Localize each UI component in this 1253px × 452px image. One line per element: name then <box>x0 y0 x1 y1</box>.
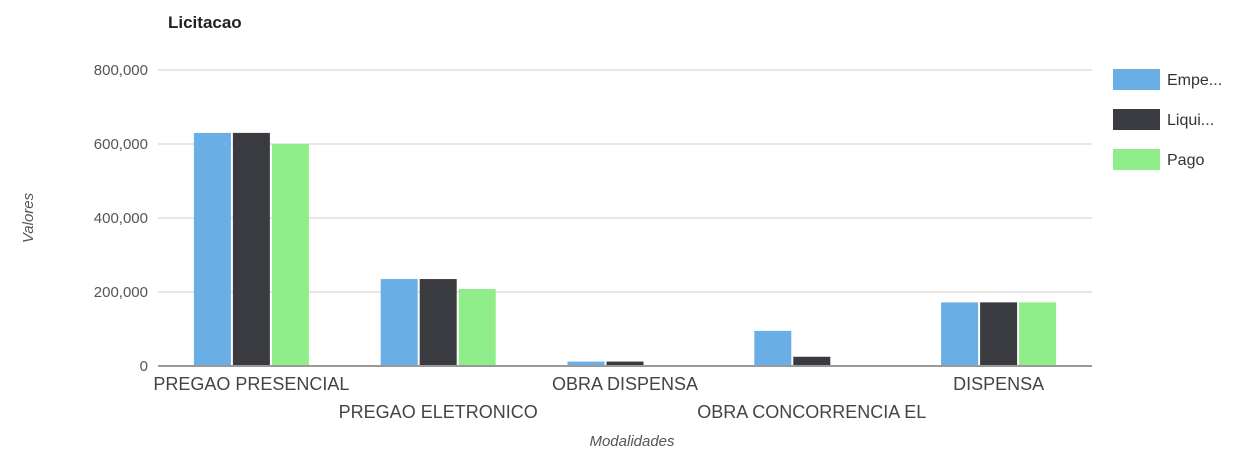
bar[interactable] <box>193 132 231 366</box>
legend-label: Pago <box>1167 152 1204 169</box>
bar[interactable] <box>1019 302 1057 366</box>
bar[interactable] <box>419 279 457 366</box>
bars <box>193 132 1057 366</box>
x-tick-label: DISPENSA <box>953 374 1044 394</box>
bar[interactable] <box>458 289 496 366</box>
legend-swatch <box>1113 69 1160 90</box>
legend: Empe... Liqui... Pago <box>1113 69 1222 170</box>
grid <box>158 69 1092 293</box>
y-tick-label: 800,000 <box>94 62 148 79</box>
x-axis-ticks: PREGAO PRESENCIAL PREGAO ELETRONICO OBRA D… <box>153 374 1044 422</box>
y-tick-label: 0 <box>140 358 148 375</box>
bar[interactable] <box>271 144 309 366</box>
x-tick-label: PREGAO PRESENCIAL <box>153 374 349 394</box>
bar[interactable] <box>941 302 979 366</box>
bar[interactable] <box>606 361 644 366</box>
bar[interactable] <box>980 302 1018 366</box>
bar[interactable] <box>232 132 270 366</box>
legend-label: Liqui... <box>1167 112 1214 129</box>
x-tick-label: PREGAO ELETRONICO <box>339 402 538 422</box>
legend-swatch <box>1113 109 1160 130</box>
y-axis-ticks: 0 200,000 400,000 600,000 800,000 <box>94 62 148 375</box>
x-axis-label: Modalidades <box>589 433 675 450</box>
y-tick-label: 400,000 <box>94 210 148 227</box>
y-axis-label: Valores <box>20 192 37 243</box>
bar[interactable] <box>754 330 792 366</box>
bar[interactable] <box>793 356 831 366</box>
x-tick-label: OBRA CONCORRENCIA EL <box>697 402 926 422</box>
y-tick-label: 200,000 <box>94 284 148 301</box>
bar[interactable] <box>567 361 605 366</box>
bar[interactable] <box>380 279 418 366</box>
chart-title: Licitacao <box>168 13 242 32</box>
legend-label: Empe... <box>1167 72 1222 89</box>
legend-swatch <box>1113 149 1160 170</box>
x-tick-label: OBRA DISPENSA <box>552 374 698 394</box>
y-tick-label: 600,000 <box>94 136 148 153</box>
